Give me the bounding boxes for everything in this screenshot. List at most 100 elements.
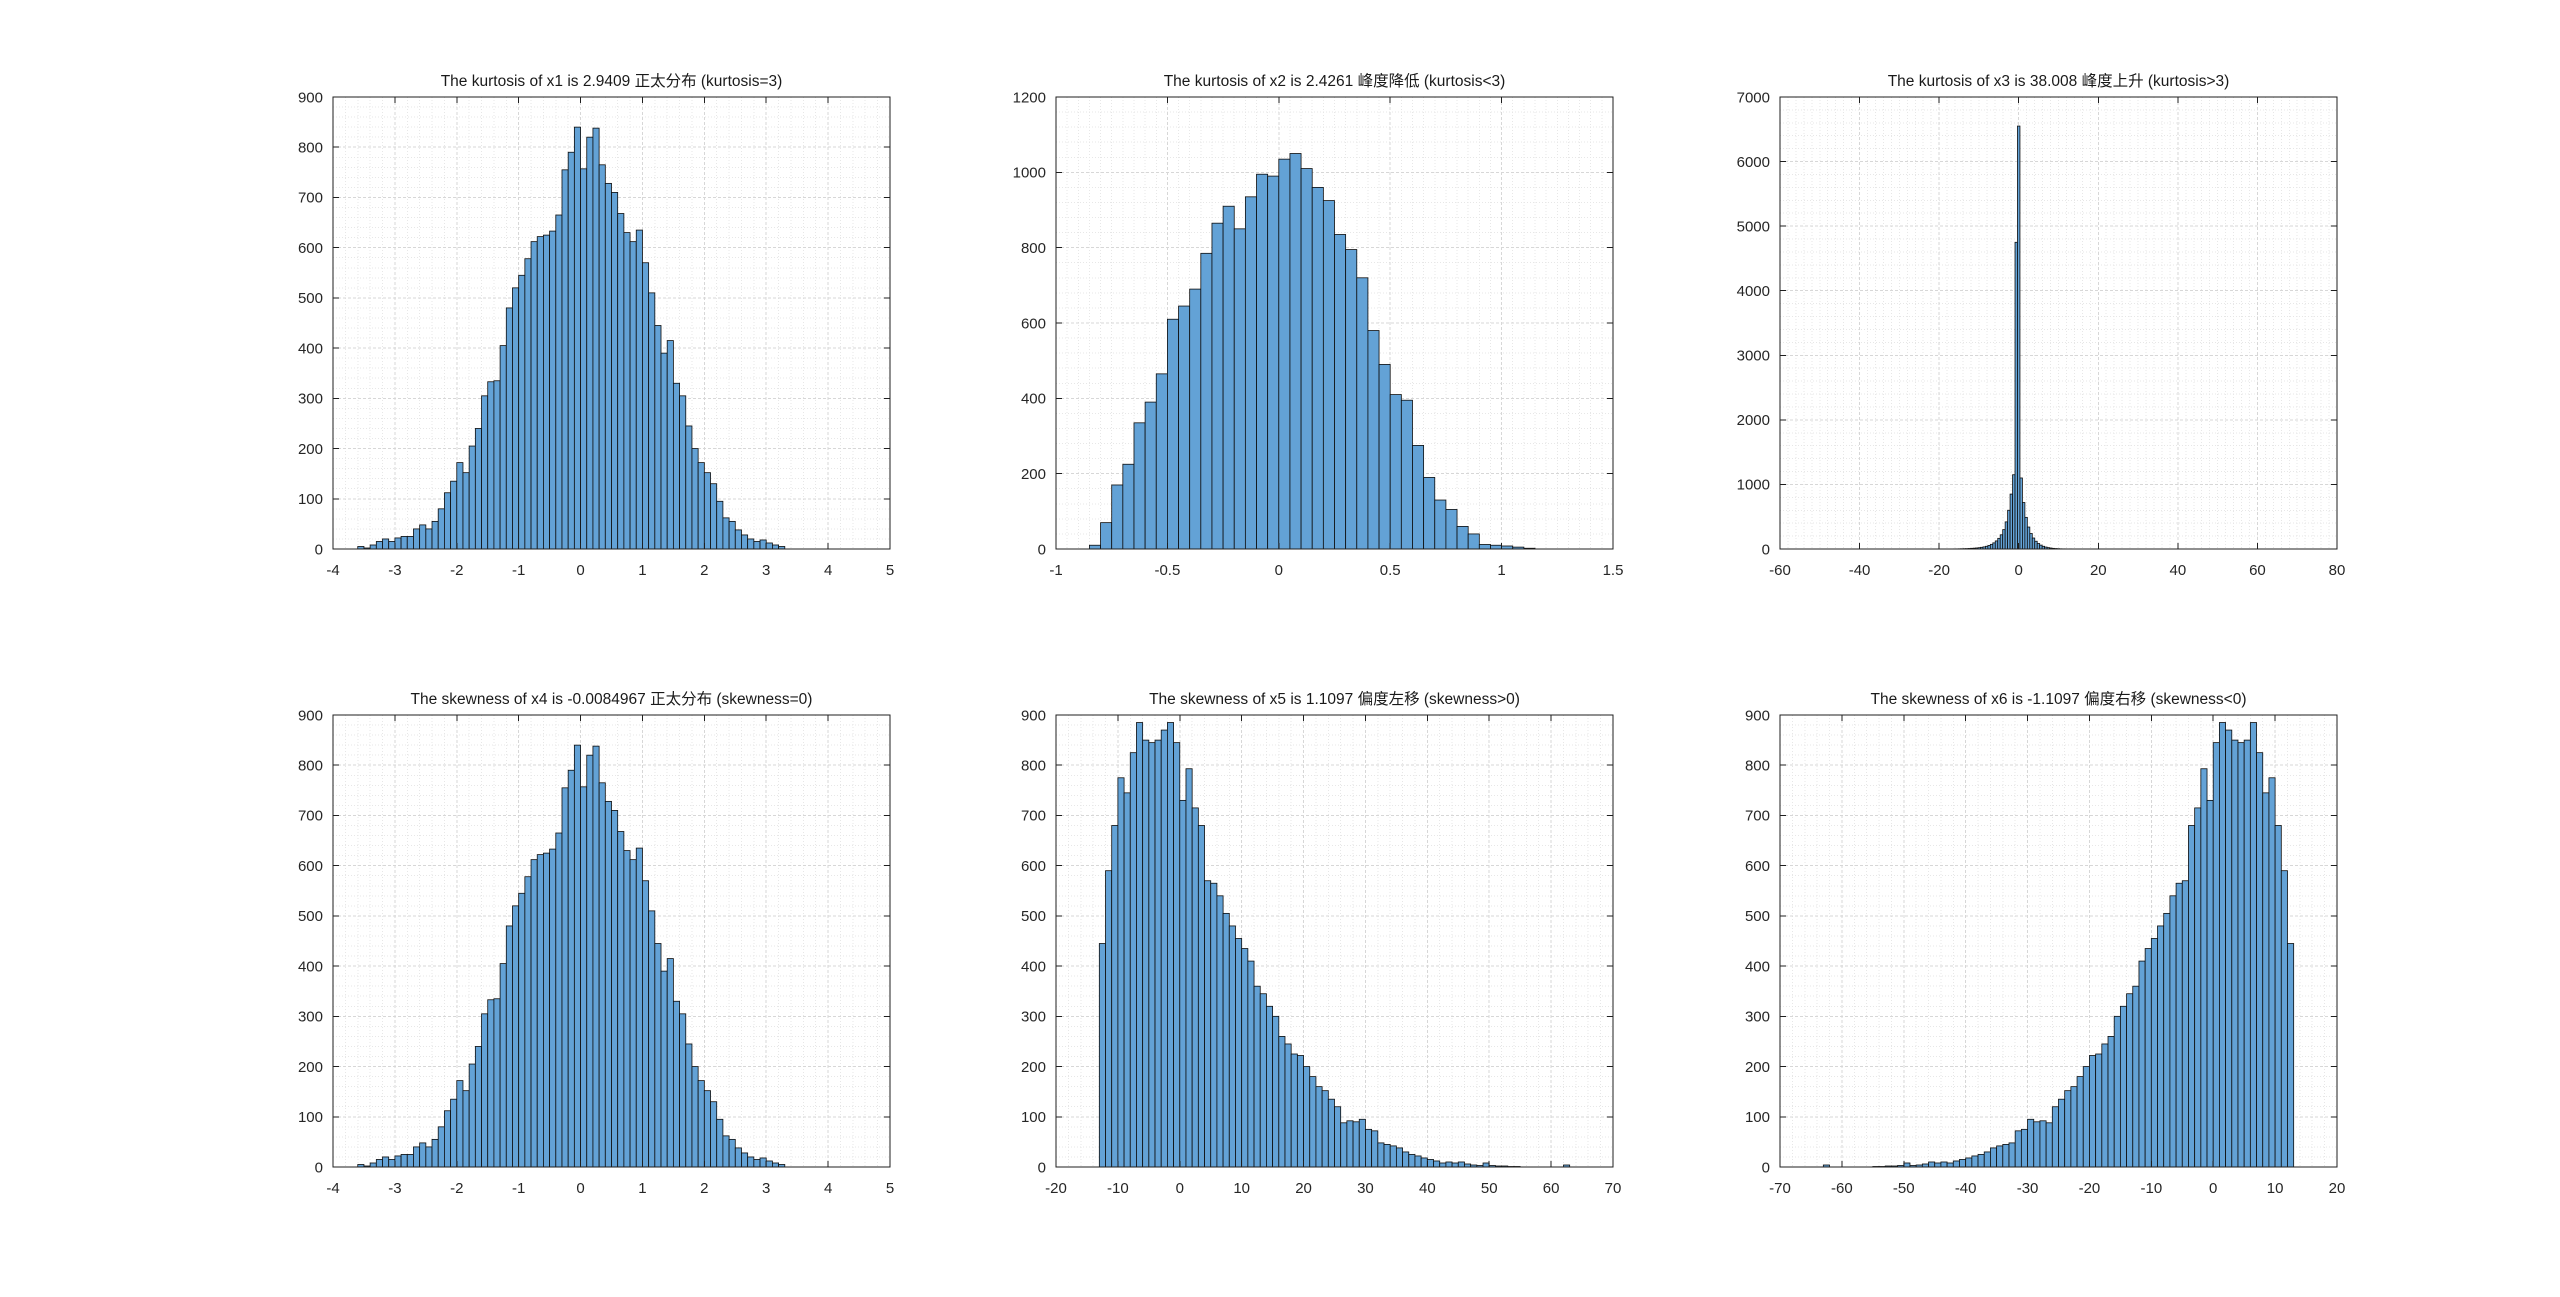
- y-tick-label: 300: [1021, 1009, 1046, 1026]
- y-tick-label: 600: [1021, 315, 1046, 332]
- x-tick-label: 5: [886, 562, 894, 579]
- subplot-x6: -70 -60 -50 -40 -30 -20 -10 0 10 2001002003004005…: [1745, 690, 2345, 1197]
- x-tick-label: 3: [762, 562, 770, 579]
- y-tick-label: 3000: [1737, 348, 1770, 365]
- y-tick-label: 4000: [1737, 283, 1770, 300]
- x-tick-label: 0: [1176, 1180, 1184, 1197]
- x-tick-label: 0: [2015, 562, 2023, 579]
- x-tick-label: 20: [2090, 562, 2107, 579]
- y-tick-label: 300: [298, 391, 323, 408]
- y-tick-label: 200: [1021, 466, 1046, 483]
- x-tick-label: -4: [326, 1180, 339, 1197]
- y-tick-label: 900: [1745, 707, 1770, 724]
- x-tick-label: -20: [1928, 562, 1950, 579]
- y-tick-label: 100: [298, 1109, 323, 1126]
- y-tick-label: 200: [1021, 1059, 1046, 1076]
- subplot-title: The kurtosis of x1 is 2.9409 正太分布 (kurto…: [441, 72, 783, 90]
- histogram-bars: [1098, 722, 1571, 1168]
- y-tick-label: 800: [1745, 757, 1770, 774]
- y-tick-label: 500: [298, 290, 323, 307]
- y-tick-label: 400: [298, 340, 323, 357]
- y-tick-label: 100: [298, 491, 323, 508]
- subplot-x3: -60 -40 -20 0 20 40 60 80 0 1000 2000 3000 4000 5000 6…: [1737, 72, 2346, 579]
- tick-marks: [1055, 714, 1614, 1168]
- x-tick-label: 2: [700, 1180, 708, 1197]
- y-tick-labels: 0 100 200 300 400 500 600 700 800 900: [1745, 707, 1770, 1176]
- x-tick-label: 20: [1295, 1180, 1312, 1197]
- x-tick-label: 5: [886, 1180, 894, 1197]
- y-tick-label: 500: [298, 908, 323, 925]
- x-tick-label: 4: [824, 1180, 832, 1197]
- subplot-x4: -4 -3 -2 -1 0 1 2 3 4 5 0 100 200 300 400 500 600 700 800 9…: [298, 690, 894, 1197]
- y-tick-label: 800: [298, 139, 323, 156]
- y-tick-label: 300: [298, 1009, 323, 1026]
- y-tick-label: 400: [1021, 958, 1046, 975]
- tick-marks: [332, 96, 891, 550]
- x-tick-label: 4: [824, 562, 832, 579]
- x-tick-label: 0: [1275, 562, 1283, 579]
- x-tick-label: -20: [2079, 1180, 2101, 1197]
- x-tick-label: 1: [638, 562, 646, 579]
- x-tick-label: 10: [1233, 1180, 1250, 1197]
- x-tick-label: -4: [326, 562, 339, 579]
- subplot-x5: -20 -10 0 10 20 30 40 50 60 700100200300400500600…: [1021, 690, 1621, 1197]
- y-tick-label: 800: [1021, 240, 1046, 257]
- x-tick-label: 80: [2329, 562, 2346, 579]
- x-tick-label: -3: [388, 1180, 401, 1197]
- y-tick-label: 0: [315, 541, 323, 558]
- y-tick-label: 200: [298, 441, 323, 458]
- y-tick-label: 1000: [1737, 477, 1770, 494]
- x-tick-labels: -60 -40 -20 0 20 40 60 80: [1769, 562, 2345, 579]
- grid-major: [1780, 97, 2337, 549]
- y-tick-label: 500: [1745, 908, 1770, 925]
- y-tick-label: 300: [1745, 1009, 1770, 1026]
- tick-marks: [332, 714, 891, 1168]
- x-tick-label: 50: [1481, 1180, 1498, 1197]
- x-tick-label: -1: [512, 562, 525, 579]
- x-tick-labels: -1 -0.5 0 0.5 1 1.5: [1049, 562, 1623, 579]
- y-tick-label: 0: [1762, 1159, 1770, 1176]
- y-tick-label: 700: [298, 808, 323, 825]
- x-tick-label: -10: [2140, 1180, 2162, 1197]
- x-tick-label: -40: [1955, 1180, 1977, 1197]
- x-tick-label: -20: [1045, 1180, 1067, 1197]
- y-tick-label: 600: [298, 858, 323, 875]
- y-tick-label: 900: [1021, 707, 1046, 724]
- x-tick-label: -0.5: [1154, 562, 1180, 579]
- y-tick-label: 600: [298, 240, 323, 257]
- y-tick-label: 0: [1762, 541, 1770, 558]
- axes-box: [332, 714, 891, 1168]
- grid-minor: [1780, 97, 2337, 549]
- y-tick-label: 2000: [1737, 412, 1770, 429]
- x-tick-labels: -4 -3 -2 -1 0 1 2 3 4 5: [326, 1180, 894, 1197]
- x-tick-label: 1: [638, 1180, 646, 1197]
- y-tick-label: 1200: [1013, 89, 1046, 106]
- x-tick-label: 60: [2249, 562, 2266, 579]
- y-tick-label: 100: [1021, 1109, 1046, 1126]
- x-tick-label: 0.5: [1380, 562, 1401, 579]
- y-tick-label: 800: [298, 757, 323, 774]
- x-tick-label: -3: [388, 562, 401, 579]
- y-tick-label: 100: [1745, 1109, 1770, 1126]
- y-tick-labels: 0 100 200 300 400 500 600 700 800 900: [298, 707, 323, 1176]
- y-tick-label: 7000: [1737, 89, 1770, 106]
- axes-box: [1055, 714, 1614, 1168]
- subplot-x1: -4 -3 -2 -1 0 1 2 3 4 5 0 100 200 300 400 500 600 700 800 9…: [298, 72, 894, 579]
- x-tick-labels: -4 -3 -2 -1 0 1 2 3 4 5: [326, 562, 894, 579]
- x-tick-label: -30: [2017, 1180, 2039, 1197]
- subplot-title: The kurtosis of x2 is 2.4261 峰度降低 (kurto…: [1164, 72, 1506, 90]
- x-tick-label: 1: [1497, 562, 1505, 579]
- x-tick-label: -2: [450, 1180, 463, 1197]
- y-tick-label: 400: [298, 958, 323, 975]
- histogram-bars: [1822, 722, 2295, 1168]
- y-tick-label: 600: [1745, 858, 1770, 875]
- x-tick-label: 40: [2170, 562, 2187, 579]
- y-tick-label: 700: [298, 190, 323, 207]
- x-tick-label: 30: [1357, 1180, 1374, 1197]
- y-tick-label: 400: [1021, 391, 1046, 408]
- y-tick-label: 0: [1038, 1159, 1046, 1176]
- subplot-title: The skewness of x6 is -1.1097 偏度右移 (skew…: [1870, 690, 2246, 708]
- x-tick-label: -60: [1769, 562, 1791, 579]
